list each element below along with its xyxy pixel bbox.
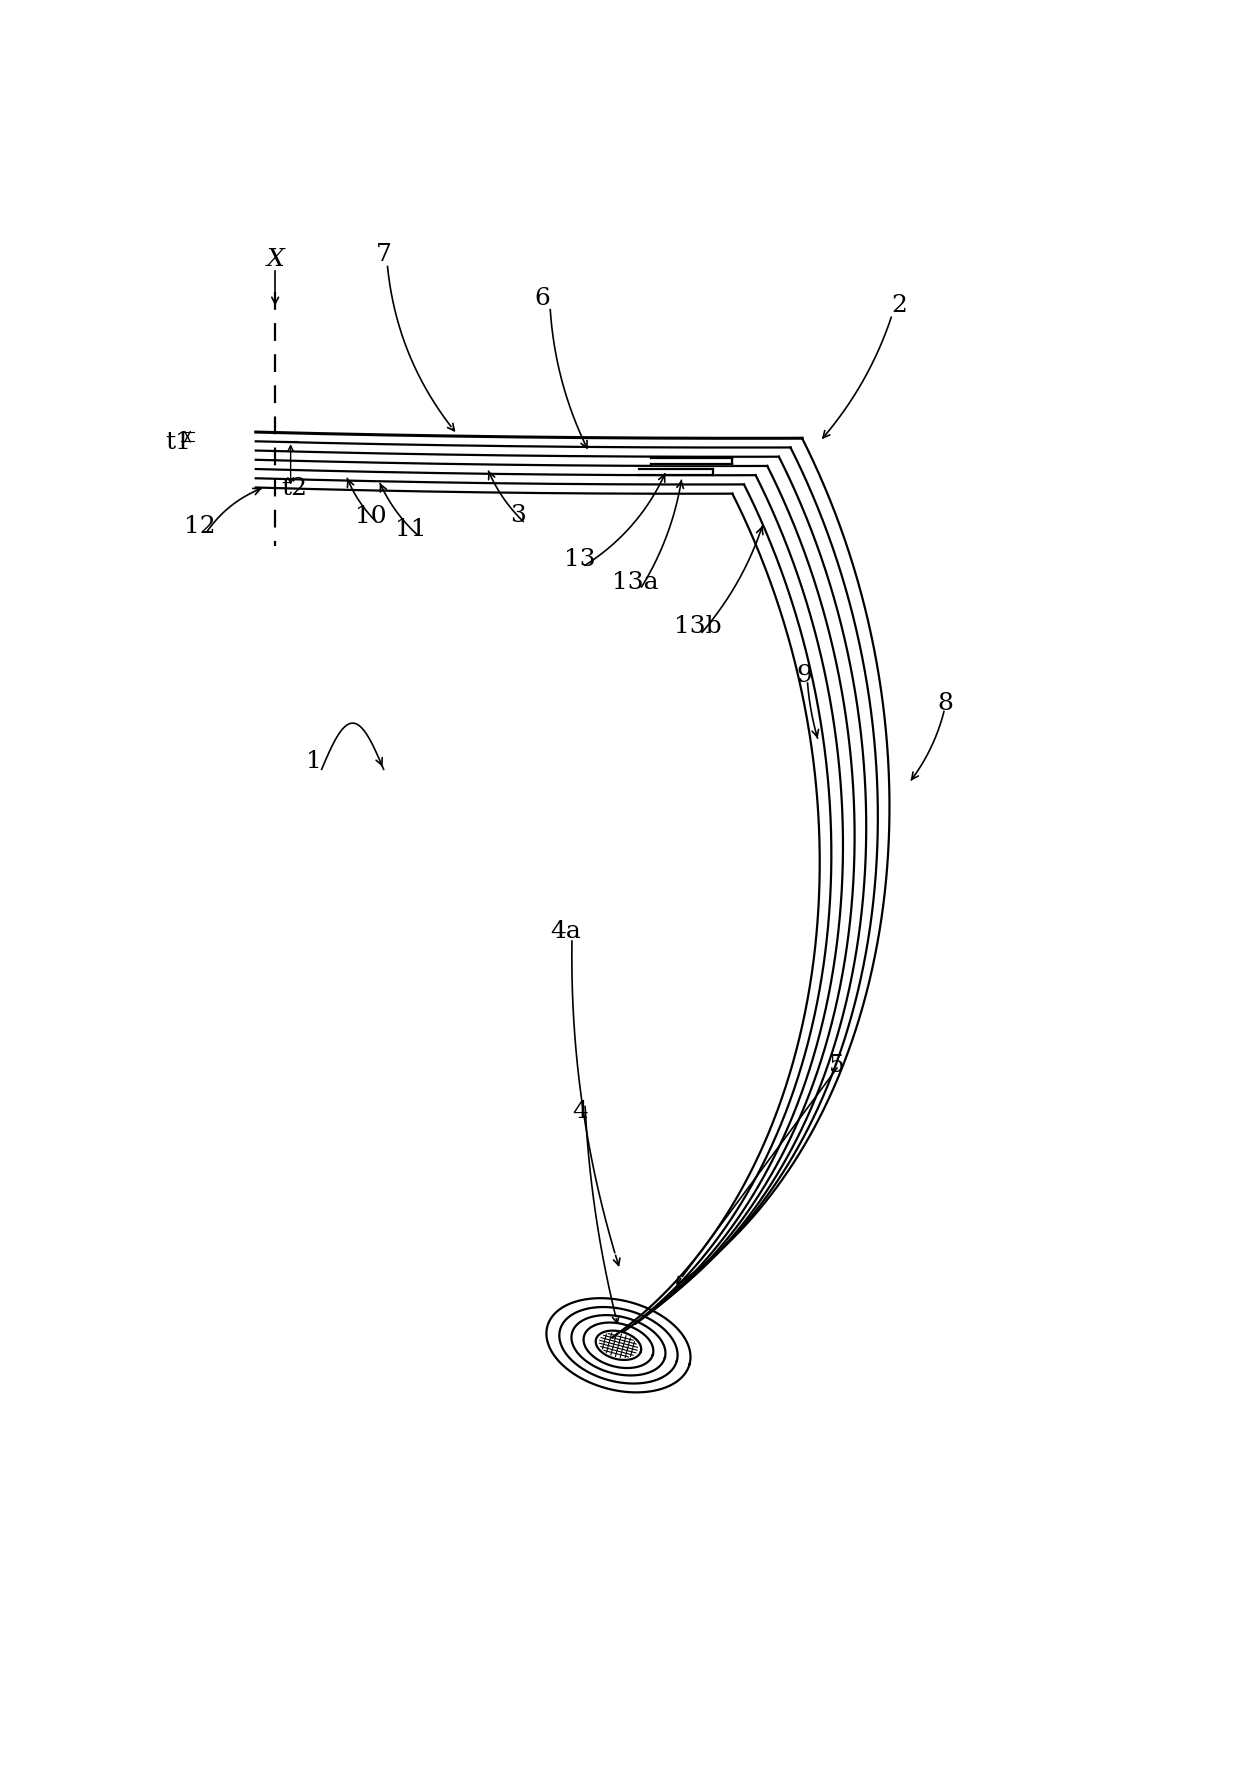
Text: 10: 10 bbox=[355, 505, 387, 528]
Text: 6: 6 bbox=[534, 287, 551, 310]
Text: 3: 3 bbox=[510, 503, 526, 527]
Text: 1: 1 bbox=[306, 750, 321, 774]
Text: 9: 9 bbox=[796, 664, 812, 688]
Text: 11: 11 bbox=[396, 518, 427, 541]
Text: 4: 4 bbox=[572, 1100, 588, 1123]
Text: t1: t1 bbox=[165, 430, 191, 453]
Text: 4a: 4a bbox=[551, 919, 582, 942]
Text: 13b: 13b bbox=[673, 616, 722, 638]
Text: 13a: 13a bbox=[613, 571, 658, 595]
Text: 5: 5 bbox=[830, 1055, 844, 1076]
Text: X: X bbox=[267, 249, 284, 270]
Text: 2: 2 bbox=[892, 294, 906, 317]
Text: 8: 8 bbox=[937, 693, 954, 715]
Text: 13: 13 bbox=[564, 548, 595, 571]
Text: 7: 7 bbox=[376, 244, 392, 267]
Text: t2: t2 bbox=[281, 476, 308, 500]
Text: 12: 12 bbox=[184, 516, 216, 539]
